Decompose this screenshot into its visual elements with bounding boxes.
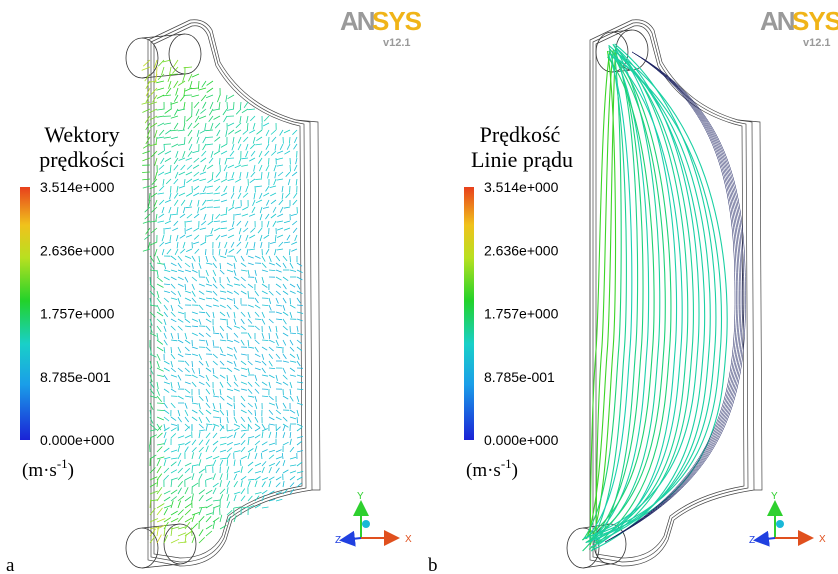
panel-label-a: a (6, 555, 15, 574)
legend-title-line1: Wektory (44, 122, 119, 147)
legend-tick-label: 3.514e+000 (484, 179, 559, 195)
panel-a: AN SYS v12.1 Wektory (6, 6, 423, 574)
device-outline-b (589, 19, 763, 567)
axis-z-label: Z (749, 535, 755, 546)
outlet-pipe-a (125, 523, 197, 569)
legend-title-line2: Linie prądu (471, 147, 573, 172)
legend-ticks: 3.514e+000 2.636e+000 1.757e+000 8.785e-001… (484, 179, 559, 448)
logo-text-sys: SYS (372, 6, 422, 36)
legend-tick-label: 8.785e-001 (484, 369, 555, 385)
inlet-pipe-a (125, 33, 202, 79)
axis-triad-a: Y X Z (335, 491, 412, 547)
panel-label-b: b (428, 555, 438, 574)
legend-b: Prędkość Linie prądu 3.514e+000 2.636e+00… (464, 122, 573, 481)
logo-text-sys: SYS (792, 6, 838, 36)
legend-ticks: 3.514e+000 2.636e+000 1.757e+000 8.785e-001… (40, 179, 115, 448)
legend-tick-label: 1.757e+000 (484, 306, 559, 322)
legend-tick-label: 1.757e+000 (40, 306, 115, 322)
logo-text-an: AN (760, 6, 795, 36)
logo-version: v12.1 (803, 37, 831, 49)
axis-x-label: X (819, 534, 826, 545)
axis-triad-b: Y X Z (749, 491, 826, 547)
streamlines (581, 43, 746, 552)
legend-tick-label: 2.636e+000 (484, 242, 559, 258)
logo-text-an: AN (340, 6, 375, 36)
legend-title-line2: prędkości (39, 147, 125, 172)
axis-y-label: Y (357, 491, 364, 502)
color-scale-bar (20, 187, 30, 440)
axis-x-label: X (405, 534, 412, 545)
legend-tick-label: 2.636e+000 (40, 242, 115, 258)
unit-label: (m·s-1) (466, 456, 518, 481)
legend-tick-label: 0.000e+000 (40, 432, 115, 448)
legend-tick-label: 3.514e+000 (40, 179, 115, 195)
ansys-logo-b: AN SYS v12.1 (760, 6, 838, 49)
axis-y-label: Y (771, 491, 778, 502)
legend-tick-label: 8.785e-001 (40, 369, 111, 385)
legend-tick-label: 0.000e+000 (484, 432, 559, 448)
legend-title-line1: Prędkość (480, 122, 561, 147)
logo-version: v12.1 (383, 37, 411, 49)
axis-z-label: Z (335, 535, 341, 546)
ansys-logo-a: AN SYS v12.1 (340, 6, 423, 49)
unit-label: (m·s-1) (22, 456, 74, 481)
velocity-vectors (141, 59, 304, 544)
color-scale-bar (464, 187, 474, 440)
legend-a: Wektory prędkości 3.514e+000 2.636e+000 1.… (20, 122, 125, 481)
panel-b: AN SYS v12.1 Prędkość Linie prądu (428, 6, 838, 574)
